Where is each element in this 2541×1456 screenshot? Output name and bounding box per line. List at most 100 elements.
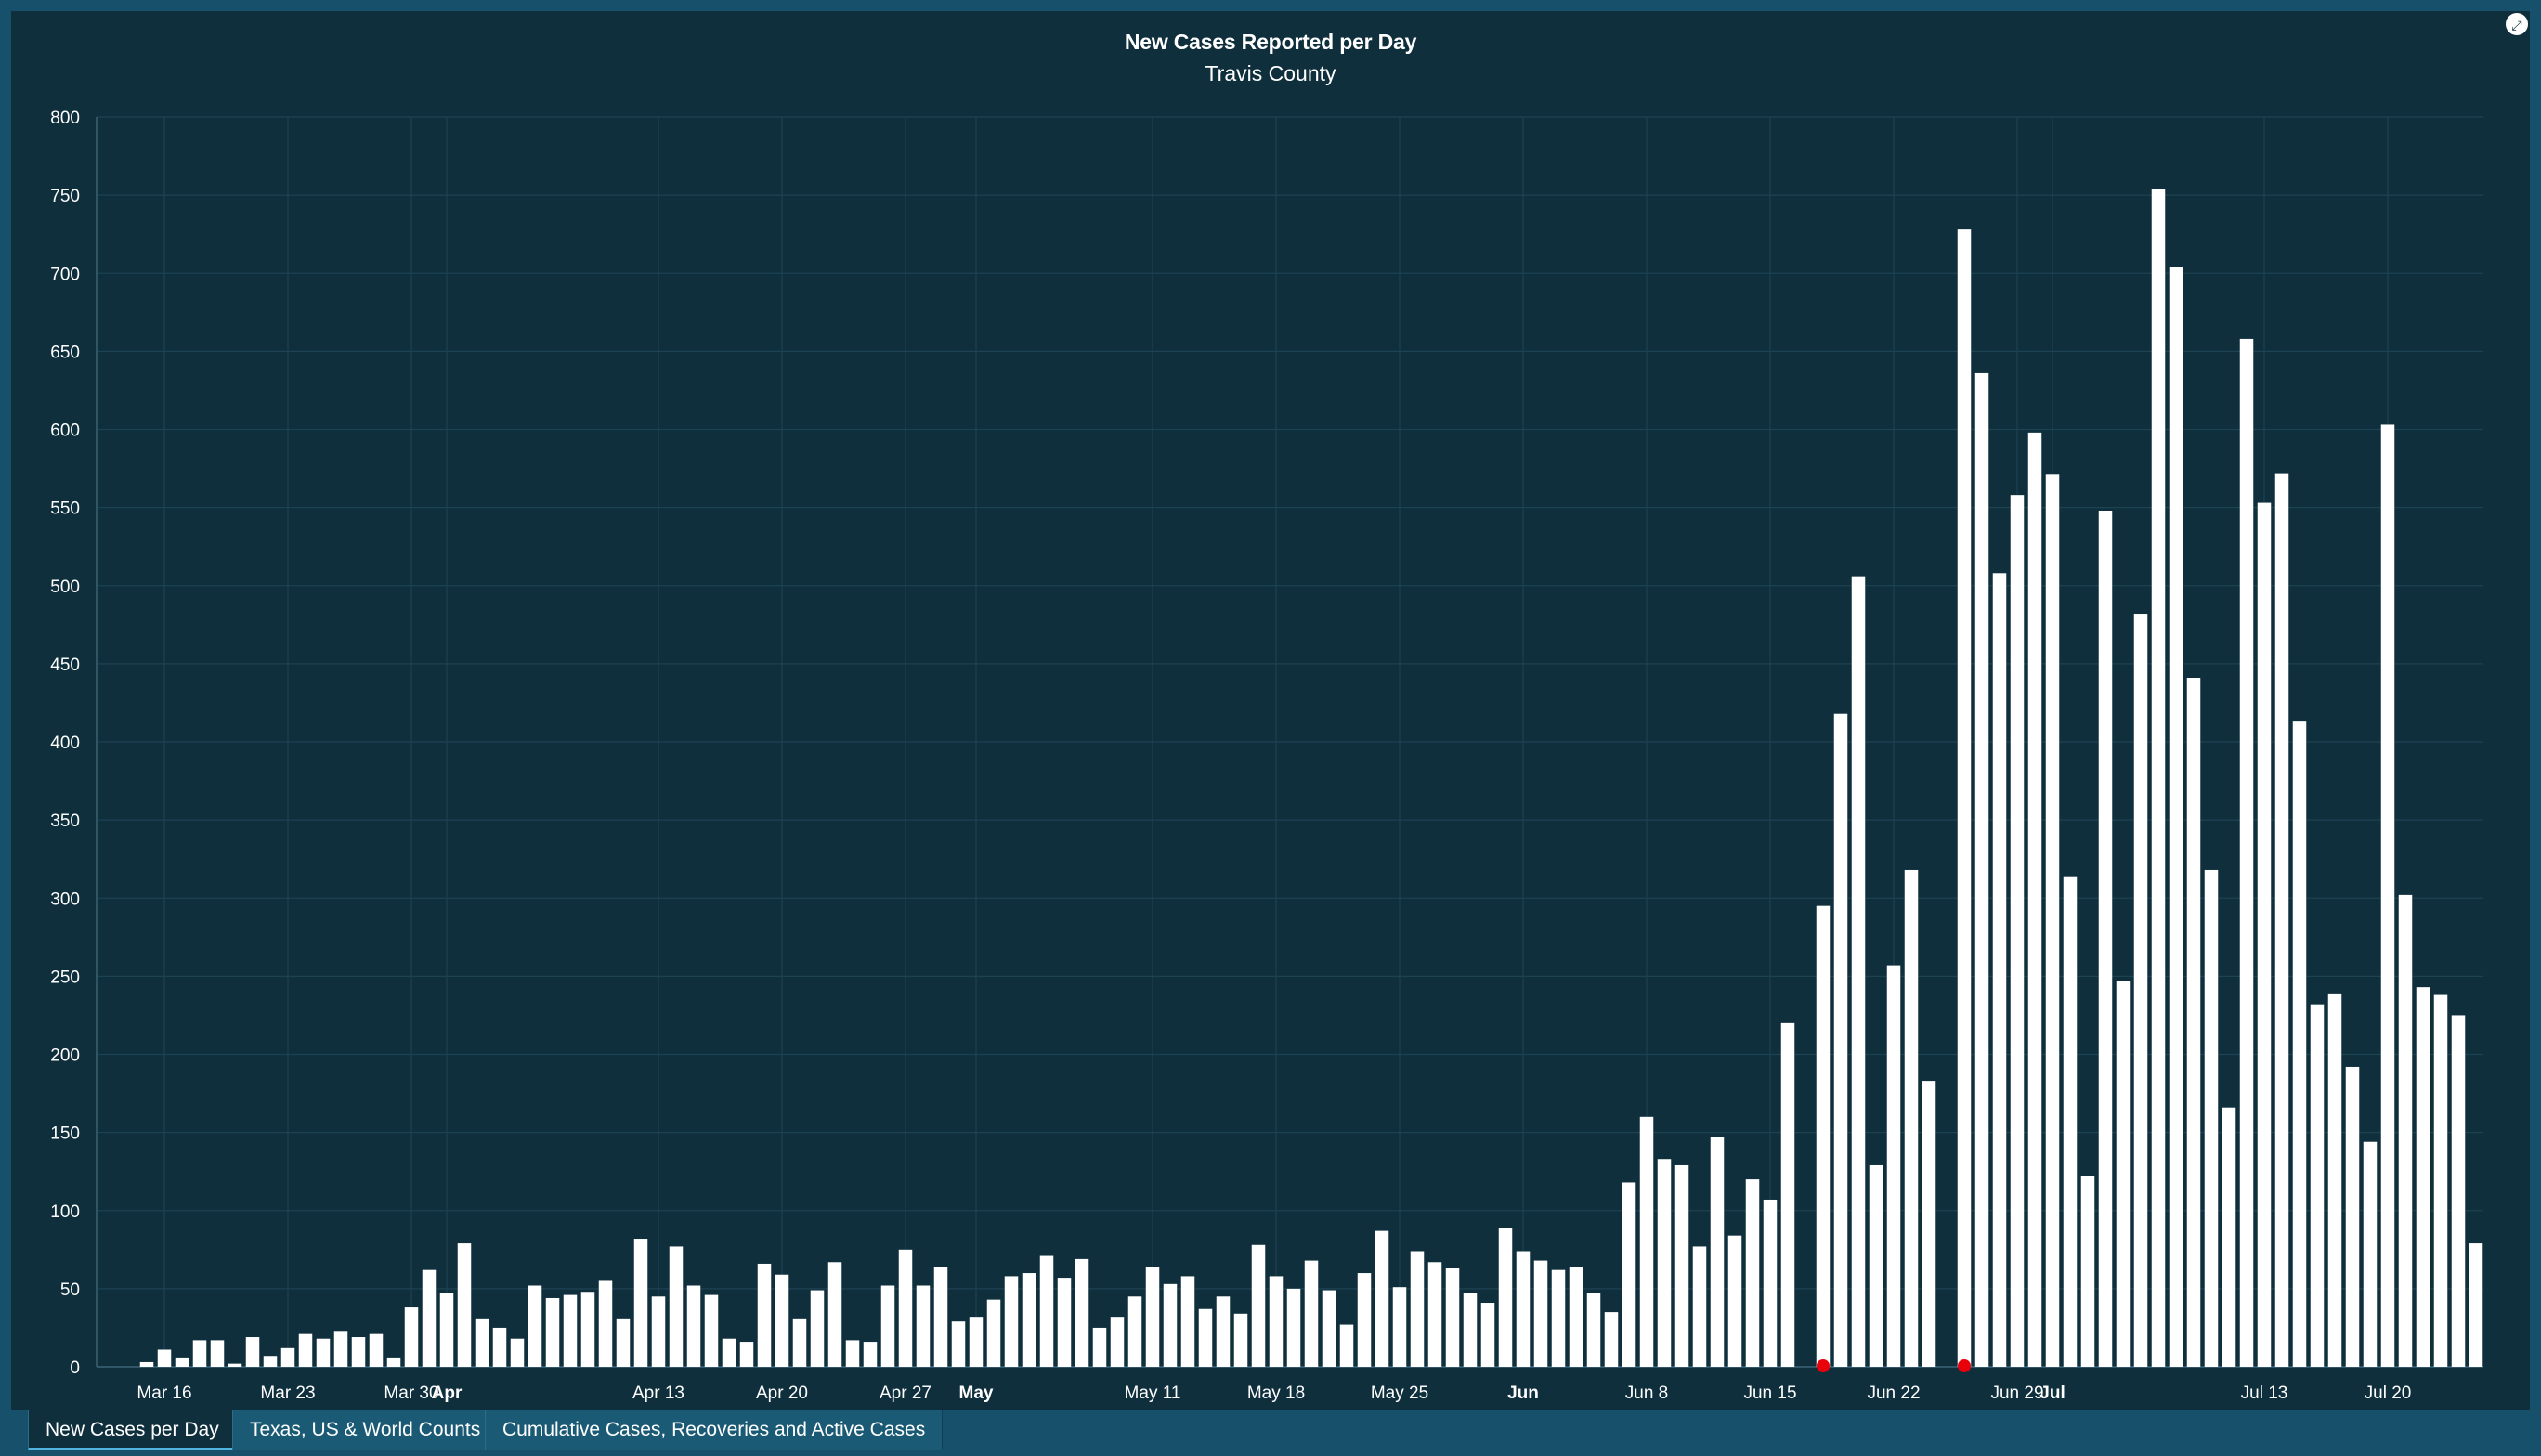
- expand-icon[interactable]: ⤢: [2504, 11, 2530, 37]
- bar: [404, 1307, 419, 1367]
- bar: [245, 1337, 260, 1367]
- y-tick-label: 800: [50, 109, 80, 128]
- x-tick-label: Apr 27: [880, 1384, 932, 1403]
- bar: [228, 1363, 242, 1367]
- bar: [1163, 1283, 1178, 1367]
- bar: [2080, 1176, 2095, 1367]
- bar: [1851, 576, 1866, 1367]
- chart-subtitle: Travis County: [1205, 61, 1336, 85]
- bar: [775, 1274, 789, 1367]
- x-tick-label: Jul 13: [2241, 1384, 2288, 1403]
- bar: [2257, 502, 2272, 1367]
- bar: [1304, 1260, 1319, 1367]
- x-tick-label: Jun 8: [1625, 1384, 1668, 1403]
- bar: [1022, 1273, 1036, 1367]
- bar: [1057, 1278, 1072, 1367]
- bar: [827, 1262, 842, 1367]
- x-tick-label: Jun: [1507, 1384, 1539, 1403]
- y-tick-label: 550: [50, 500, 80, 519]
- bar: [2327, 993, 2342, 1367]
- x-tick-label: Jun 15: [1743, 1384, 1796, 1403]
- bar: [1586, 1293, 1601, 1367]
- bar: [2363, 1141, 2378, 1367]
- bar: [1357, 1273, 1372, 1367]
- bar: [439, 1293, 454, 1367]
- bar: [528, 1285, 542, 1367]
- bar: [1269, 1276, 1284, 1367]
- bar: [2469, 1243, 2483, 1367]
- bar: [616, 1318, 631, 1367]
- bar: [598, 1280, 613, 1367]
- bar: [1710, 1137, 1725, 1367]
- bar: [986, 1299, 1001, 1367]
- bar: [1180, 1276, 1195, 1367]
- bar: [1692, 1246, 1707, 1367]
- bar: [563, 1294, 578, 1367]
- bar: [2063, 876, 2078, 1367]
- bar: [969, 1317, 984, 1367]
- bar: [1110, 1317, 1125, 1367]
- bar: [298, 1333, 313, 1367]
- bar: [2345, 1066, 2360, 1367]
- bar: [1216, 1296, 1231, 1367]
- bar: [492, 1327, 507, 1367]
- bar: [2098, 510, 2113, 1367]
- y-tick-label: 0: [70, 1358, 80, 1378]
- bar: [475, 1318, 489, 1367]
- bar: [1763, 1199, 1778, 1367]
- bar: [1904, 869, 1919, 1367]
- bar: [351, 1337, 366, 1367]
- bar: [2433, 994, 2448, 1367]
- bar: [1674, 1164, 1689, 1367]
- bar: [457, 1243, 472, 1367]
- bar: [2133, 614, 2148, 1367]
- y-tick-label: 200: [50, 1046, 80, 1066]
- bar: [263, 1356, 278, 1367]
- bar: [933, 1267, 948, 1367]
- y-tick-label: 650: [50, 343, 80, 362]
- x-tick-label: Mar 30: [384, 1384, 438, 1403]
- bar: [510, 1338, 525, 1367]
- bar: [1127, 1296, 1142, 1367]
- x-tick-label: Jun 22: [1867, 1384, 1920, 1403]
- tab-bar: New Cases per Day Texas, US & World Coun…: [0, 1410, 2541, 1456]
- bar: [2380, 424, 2395, 1367]
- y-tick-label: 150: [50, 1124, 80, 1144]
- x-tick-label: Apr: [432, 1384, 463, 1403]
- bar: [1639, 1116, 1654, 1367]
- y-tick-label: 450: [50, 656, 80, 675]
- bar: [898, 1249, 913, 1367]
- bar: [2398, 894, 2413, 1367]
- bar: [1745, 1179, 1760, 1367]
- bar: [951, 1321, 966, 1367]
- bar: [1251, 1244, 1266, 1367]
- x-tick-label: May 11: [1125, 1384, 1181, 1403]
- bar: [1445, 1268, 1460, 1367]
- tab-cumulative-cases[interactable]: Cumulative Cases, Recoveries and Active …: [485, 1410, 944, 1450]
- bar: [175, 1357, 189, 1367]
- bar: [1233, 1313, 1248, 1367]
- bar: [1392, 1287, 1407, 1367]
- bar: [1039, 1255, 1054, 1367]
- bar: [1886, 965, 1901, 1367]
- bar: [1339, 1324, 1354, 1367]
- bar: [2010, 495, 2025, 1367]
- bar: [1657, 1159, 1672, 1367]
- bar: [633, 1239, 648, 1367]
- bar: [916, 1285, 931, 1367]
- x-tick-label: Apr 13: [632, 1384, 684, 1403]
- bar: [580, 1292, 595, 1367]
- y-tick-label: 500: [50, 578, 80, 597]
- tab-new-cases-per-day[interactable]: New Cases per Day: [28, 1410, 237, 1450]
- x-tick-label: May 18: [1247, 1384, 1305, 1403]
- bar: [2204, 869, 2219, 1367]
- bar: [669, 1246, 684, 1367]
- bar: [386, 1357, 401, 1367]
- y-tick-label: 250: [50, 968, 80, 987]
- bar: [845, 1340, 860, 1367]
- tab-texas-us-world-counts[interactable]: Texas, US & World Counts: [232, 1410, 499, 1450]
- bar: [1622, 1182, 1636, 1367]
- chart-title: New Cases Reported per Day: [1124, 30, 1417, 54]
- bar: [2151, 188, 2166, 1367]
